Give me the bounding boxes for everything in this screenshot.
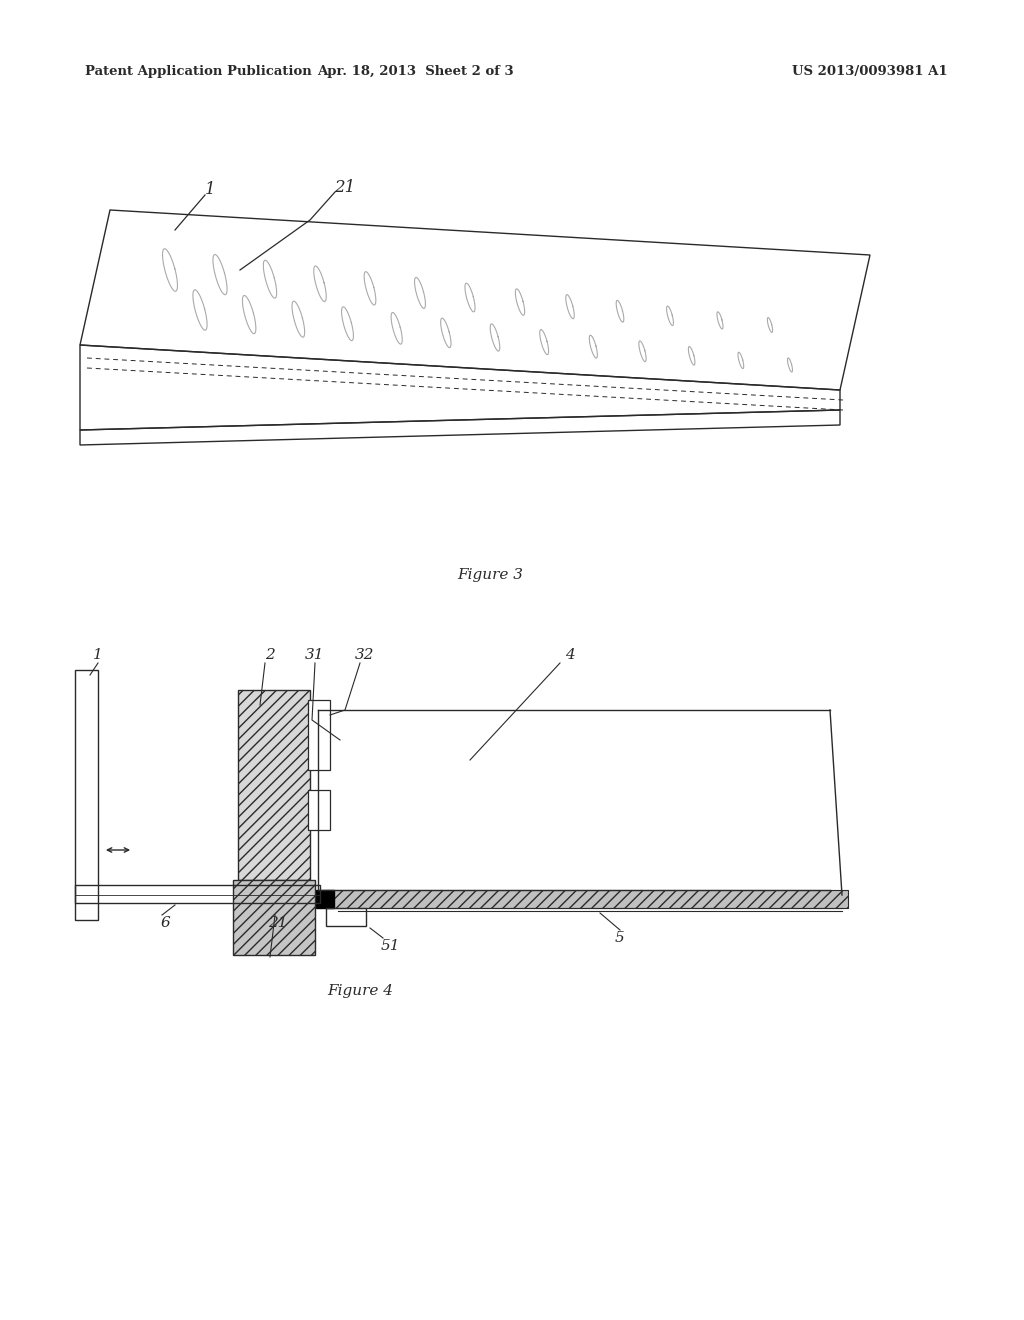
Text: Patent Application Publication: Patent Application Publication	[85, 66, 311, 78]
Bar	[233, 880, 315, 954]
Bar	[316, 890, 334, 908]
Text: US 2013/0093981 A1: US 2013/0093981 A1	[793, 66, 948, 78]
Bar	[308, 700, 330, 770]
Text: 51: 51	[380, 939, 399, 953]
Text: 5: 5	[615, 931, 625, 945]
Text: 32: 32	[355, 648, 375, 663]
Text: 2: 2	[265, 648, 274, 663]
Text: 4: 4	[565, 648, 574, 663]
Text: Figure 3: Figure 3	[457, 568, 523, 582]
Text: 1: 1	[93, 648, 102, 663]
Bar	[326, 890, 848, 908]
Text: 6: 6	[160, 916, 170, 931]
Bar	[308, 789, 330, 830]
Text: Figure 4: Figure 4	[327, 983, 393, 998]
Text: 21: 21	[335, 180, 355, 197]
Bar	[238, 690, 310, 880]
Bar	[75, 884, 319, 903]
Text: 1: 1	[205, 181, 215, 198]
Text: Apr. 18, 2013  Sheet 2 of 3: Apr. 18, 2013 Sheet 2 of 3	[316, 66, 513, 78]
Bar	[326, 908, 366, 927]
Text: 31: 31	[305, 648, 325, 663]
Text: 21: 21	[268, 916, 288, 931]
Bar	[75, 671, 98, 920]
